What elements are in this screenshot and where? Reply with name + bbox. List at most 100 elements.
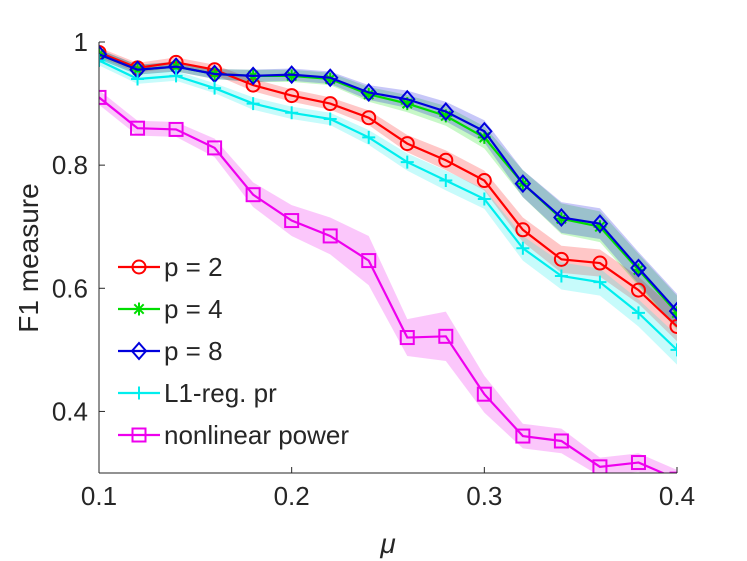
point-series-4-10 xyxy=(476,386,492,402)
point-series-0-13 xyxy=(592,255,608,271)
point-series-3-6 xyxy=(323,112,337,126)
series-4 xyxy=(99,89,677,473)
point-series-2-11 xyxy=(514,174,532,194)
legend-marker-1 xyxy=(132,302,146,316)
point-series-1-13 xyxy=(593,220,607,234)
x-tick-label-0: 0.1 xyxy=(81,481,117,511)
point-series-2-15 xyxy=(668,301,677,321)
point-series-4-9 xyxy=(438,328,454,344)
point-series-1-8 xyxy=(400,97,414,111)
point-series-3-13 xyxy=(593,275,607,289)
point-series-4-5 xyxy=(284,213,300,229)
x-axis-label: μ xyxy=(379,528,395,559)
y-tick-label-2: 0.8 xyxy=(52,150,88,180)
tick-labels: 0.1 0.2 0.3 0.4 0.4 0.6 0.8 1 xyxy=(52,27,695,511)
legend-label-0: p = 2 xyxy=(164,252,223,282)
y-tick-label-3: 1 xyxy=(74,27,88,57)
legend-marker-3 xyxy=(132,386,146,400)
point-series-1-6 xyxy=(323,72,337,86)
point-series-4-13 xyxy=(592,459,608,473)
x-tick-label-1: 0.2 xyxy=(274,481,310,511)
legend-marker-2 xyxy=(130,341,148,361)
point-series-3-5 xyxy=(285,106,299,120)
confidence-bands xyxy=(99,47,677,473)
point-series-2-14 xyxy=(630,258,647,278)
axes xyxy=(98,41,678,474)
point-series-3-11 xyxy=(516,241,530,255)
series-3 xyxy=(99,53,677,357)
point-series-0-15 xyxy=(669,318,677,334)
point-series-3-12 xyxy=(554,269,568,283)
point-series-4-0 xyxy=(99,89,107,105)
x-tick-label-3: 0.4 xyxy=(659,481,695,511)
point-series-4-8 xyxy=(399,330,415,346)
point-series-0-8 xyxy=(399,136,415,152)
point-series-3-1 xyxy=(131,72,145,86)
point-series-1-9 xyxy=(439,109,453,123)
band-series-4 xyxy=(99,90,677,473)
point-series-0-5 xyxy=(284,88,300,104)
point-series-2-6 xyxy=(321,68,339,88)
legend-item-2: p = 8 xyxy=(118,336,223,366)
point-series-4-4 xyxy=(245,187,261,203)
point-series-4-12 xyxy=(553,433,569,449)
legend-marker-4 xyxy=(131,427,147,443)
line-series-2 xyxy=(99,53,677,312)
point-series-0-14 xyxy=(630,282,646,298)
legend-item-1: p = 4 xyxy=(118,294,223,324)
point-series-1-7 xyxy=(362,87,376,101)
point-series-4-11 xyxy=(515,428,531,444)
line-series-3 xyxy=(99,59,677,351)
point-series-3-15 xyxy=(670,343,677,357)
point-series-2-10 xyxy=(476,121,493,141)
legend: p = 2 p = 4 p = 8 L1-reg. pr nonlinear power xyxy=(118,252,349,450)
point-series-4-7 xyxy=(361,253,377,269)
point-series-1-10 xyxy=(477,130,491,144)
point-series-4-2 xyxy=(168,121,184,137)
point-series-0-11 xyxy=(515,222,531,238)
point-series-2-12 xyxy=(553,207,570,227)
point-series-4-3 xyxy=(207,140,223,156)
point-series-3-8 xyxy=(400,155,414,169)
point-series-1-5 xyxy=(285,69,299,83)
y-axis-label: F1 measure xyxy=(13,183,44,332)
point-series-4-14 xyxy=(630,455,646,471)
point-series-4-1 xyxy=(130,120,146,136)
line-series-4 xyxy=(99,96,666,473)
point-series-2-9 xyxy=(437,102,455,122)
legend-label-1: p = 4 xyxy=(164,294,223,324)
point-series-1-14 xyxy=(631,263,645,277)
legend-label-4: nonlinear power xyxy=(164,420,349,450)
point-series-2-8 xyxy=(398,89,416,109)
band-series-1 xyxy=(99,49,677,331)
legend-item-0: p = 2 xyxy=(118,252,223,282)
y-tick-label-0: 0.4 xyxy=(52,396,88,426)
point-series-3-2 xyxy=(169,69,183,83)
legend-item-4: nonlinear power xyxy=(118,420,349,450)
legend-label-3: L1-reg. pr xyxy=(164,378,277,408)
legend-label-2: p = 8 xyxy=(164,336,223,366)
legend-marker-0 xyxy=(131,259,147,275)
point-series-2-4 xyxy=(244,66,262,86)
point-series-3-3 xyxy=(208,81,222,95)
point-series-3-14 xyxy=(631,306,645,320)
point-series-0-10 xyxy=(476,173,492,189)
point-series-3-0 xyxy=(99,53,106,67)
point-series-2-5 xyxy=(283,65,300,85)
point-series-3-9 xyxy=(439,174,453,188)
point-series-3-7 xyxy=(362,130,376,144)
point-series-0-7 xyxy=(361,110,377,126)
point-series-3-4 xyxy=(246,97,260,111)
x-tick-label-2: 0.3 xyxy=(466,481,502,511)
point-series-4-6 xyxy=(322,228,338,244)
point-series-1-12 xyxy=(554,212,568,226)
point-series-2-0 xyxy=(99,44,108,64)
point-series-0-9 xyxy=(438,152,454,168)
legend-item-3: L1-reg. pr xyxy=(118,378,277,408)
point-series-2-7 xyxy=(360,82,378,103)
y-tick-label-1: 0.6 xyxy=(52,273,88,303)
point-series-3-10 xyxy=(477,192,491,206)
point-series-0-6 xyxy=(322,96,338,112)
point-series-2-13 xyxy=(591,214,609,234)
